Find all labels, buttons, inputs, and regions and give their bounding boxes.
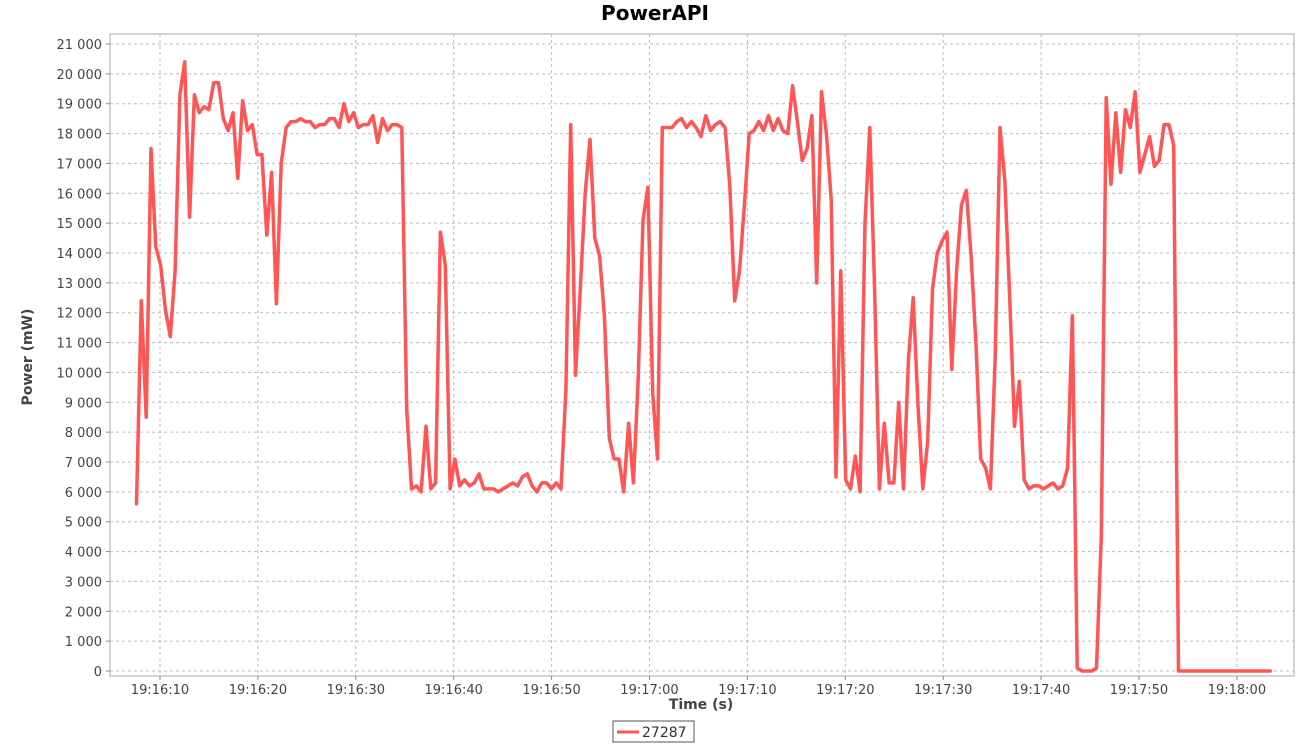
y-tick-label: 5 000 — [65, 516, 102, 531]
y-tick-label: 18 000 — [57, 128, 103, 143]
x-tick-label: 19:17:00 — [620, 683, 678, 698]
y-tick-label: 19 000 — [57, 98, 103, 113]
y-tick-label: 21 000 — [57, 38, 103, 53]
y-tick-label: 1 000 — [65, 635, 102, 650]
x-tick-label: 19:16:20 — [229, 683, 287, 698]
x-tick-label: 19:18:00 — [1208, 683, 1266, 698]
y-tick-label: 2 000 — [65, 605, 102, 620]
y-tick-label: 10 000 — [57, 366, 103, 381]
y-tick-label: 3 000 — [65, 575, 102, 590]
y-tick-label: 6 000 — [65, 486, 102, 501]
x-tick-label: 19:16:30 — [327, 683, 385, 698]
y-tick-label: 11 000 — [57, 337, 103, 352]
y-tick-label: 16 000 — [57, 187, 103, 202]
x-tick-label: 19:16:40 — [425, 683, 483, 698]
y-tick-label: 4 000 — [65, 546, 102, 561]
y-tick-label: 15 000 — [57, 217, 103, 232]
x-axis: 19:16:10 19:16:20 19:16:30 19:16:40 19:16:50… — [131, 676, 1266, 698]
y-axis: 0 1 000 2 000 3 000 4 000 5 000 6 000 7 000 8 00… — [57, 38, 110, 680]
y-tick-label: 20 000 — [57, 68, 103, 83]
y-tick-label: 14 000 — [57, 247, 103, 262]
plot-area — [109, 33, 1295, 677]
legend: 27287 — [612, 720, 695, 743]
grid-lines — [110, 34, 1294, 676]
x-axis-label: Time (s) — [669, 697, 733, 713]
y-tick-label: 7 000 — [65, 456, 102, 471]
x-tick-label: 19:17:10 — [718, 683, 776, 698]
y-tick-label: 9 000 — [65, 396, 102, 411]
y-axis-label: Power (mW) — [20, 309, 36, 406]
legend-box — [612, 720, 695, 743]
x-tick-label: 19:17:30 — [914, 683, 972, 698]
legend-entry-label: 27287 — [642, 725, 687, 741]
y-tick-label: 17 000 — [57, 157, 103, 172]
x-tick-label: 19:17:40 — [1012, 683, 1070, 698]
y-tick-label: 0 — [94, 665, 102, 680]
x-tick-label: 19:17:50 — [1110, 683, 1168, 698]
x-tick-label: 19:17:20 — [816, 683, 874, 698]
chart-title: PowerAPI — [601, 1, 709, 25]
y-tick-label: 8 000 — [65, 426, 102, 441]
y-tick-label: 12 000 — [57, 307, 103, 322]
series-layer — [134, 60, 1272, 673]
y-tick-label: 13 000 — [57, 277, 103, 292]
series-line-27287 — [134, 60, 1272, 673]
x-tick-label: 19:16:50 — [522, 683, 580, 698]
x-tick-label: 19:16:10 — [131, 683, 189, 698]
